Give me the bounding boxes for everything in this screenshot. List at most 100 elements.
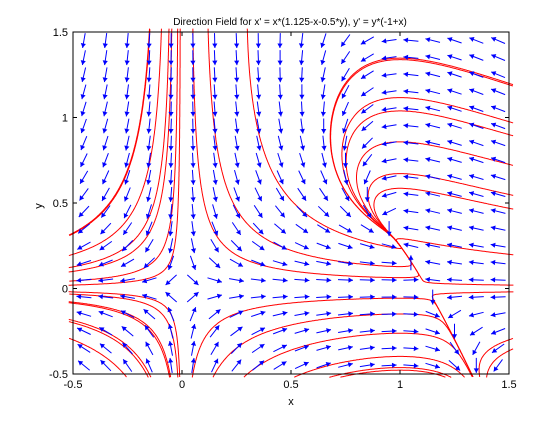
direction-arrow — [77, 223, 91, 234]
direction-arrow — [167, 323, 174, 339]
direction-arrow — [425, 225, 441, 231]
direction-arrow — [121, 240, 134, 252]
direction-arrow — [208, 309, 221, 320]
direction-arrow — [168, 169, 174, 185]
trajectory-curve — [68, 28, 162, 256]
direction-arrow — [146, 33, 152, 49]
direction-arrow — [320, 50, 327, 66]
direction-arrow — [80, 101, 87, 117]
direction-arrow — [425, 122, 441, 129]
direction-arrow — [299, 135, 306, 151]
direction-arrow — [364, 186, 370, 202]
direction-arrow — [234, 101, 240, 117]
direction-arrow — [256, 118, 262, 134]
direction-arrow — [447, 259, 462, 265]
direction-arrow — [277, 67, 283, 83]
direction-arrow — [425, 191, 441, 197]
trajectory-curve — [341, 97, 514, 246]
direction-arrow — [469, 156, 484, 164]
direction-arrow — [212, 50, 218, 66]
direction-arrow — [212, 33, 218, 49]
direction-arrow — [100, 205, 111, 218]
direction-arrow — [98, 294, 114, 300]
direction-arrow — [256, 84, 262, 100]
direction-arrow — [234, 50, 240, 66]
direction-arrow — [337, 294, 354, 300]
direction-arrow — [430, 289, 436, 305]
direction-arrow — [212, 135, 218, 151]
direction-arrow — [255, 67, 262, 83]
direction-arrow — [100, 222, 112, 235]
direction-arrow — [339, 205, 352, 218]
direction-arrow — [359, 277, 375, 283]
direction-arrow — [490, 294, 506, 300]
direction-arrow — [408, 255, 414, 271]
direction-arrow — [79, 170, 89, 185]
trajectory-curve — [330, 59, 514, 246]
direction-arrow — [294, 311, 310, 317]
direction-arrow — [256, 135, 262, 151]
direction-arrow — [120, 294, 135, 300]
direction-arrow — [80, 153, 88, 168]
direction-arrow — [168, 221, 174, 237]
direction-arrow — [143, 257, 156, 269]
direction-arrow — [102, 67, 108, 83]
trajectory-curve — [486, 348, 514, 378]
direction-arrow — [102, 33, 108, 49]
direction-arrow — [250, 277, 266, 283]
direction-arrow — [425, 310, 440, 318]
direction-arrow — [338, 260, 353, 266]
direction-arrow — [490, 208, 506, 214]
direction-arrow — [386, 221, 392, 237]
direction-arrow — [145, 221, 153, 236]
direction-arrow — [490, 122, 506, 130]
direction-arrow — [230, 240, 243, 252]
direction-arrow — [381, 141, 397, 147]
direction-arrow — [124, 135, 130, 151]
direction-arrow — [144, 239, 154, 253]
y-tick-label: 0 — [62, 284, 68, 296]
direction-arrow — [121, 326, 134, 337]
y-axis-label: y — [33, 203, 45, 209]
direction-arrow — [403, 174, 419, 180]
direction-arrow — [210, 341, 219, 356]
direction-arrow — [360, 87, 374, 97]
direction-arrow — [403, 346, 419, 352]
direction-arrow — [381, 72, 397, 78]
direction-arrow — [231, 359, 242, 372]
direction-arrow — [272, 260, 288, 267]
trajectory-curve — [68, 28, 170, 269]
direction-arrow — [316, 294, 332, 300]
direction-arrow — [234, 135, 240, 151]
direction-arrow — [490, 225, 506, 231]
direction-arrow — [102, 135, 109, 151]
direction-arrow — [102, 118, 109, 134]
direction-arrow — [425, 174, 441, 180]
trajectory-curve — [68, 28, 181, 286]
direction-arrow — [469, 122, 484, 129]
direction-arrow — [146, 118, 152, 134]
direction-arrow — [361, 120, 374, 132]
trajectory-curve — [68, 318, 152, 378]
direction-arrow — [234, 67, 240, 83]
direction-arrow — [101, 187, 110, 202]
direction-arrow — [425, 242, 441, 248]
direction-arrow — [78, 205, 90, 218]
direction-arrow — [294, 277, 310, 283]
direction-arrow — [232, 204, 241, 219]
direction-arrow — [124, 84, 130, 100]
direction-arrow — [231, 222, 242, 236]
direction-arrow — [425, 259, 441, 265]
direction-arrow — [255, 152, 262, 168]
direction-arrow — [212, 152, 218, 168]
direction-arrow — [99, 343, 112, 354]
direction-arrow — [341, 68, 350, 82]
direction-arrow — [252, 360, 265, 371]
direction-arrow — [168, 118, 174, 134]
direction-arrow — [211, 221, 219, 236]
direction-arrow — [403, 123, 419, 129]
trajectory-curve — [329, 367, 452, 378]
direction-arrow — [124, 50, 130, 66]
direction-arrow — [491, 37, 506, 44]
direction-arrow — [77, 241, 91, 250]
